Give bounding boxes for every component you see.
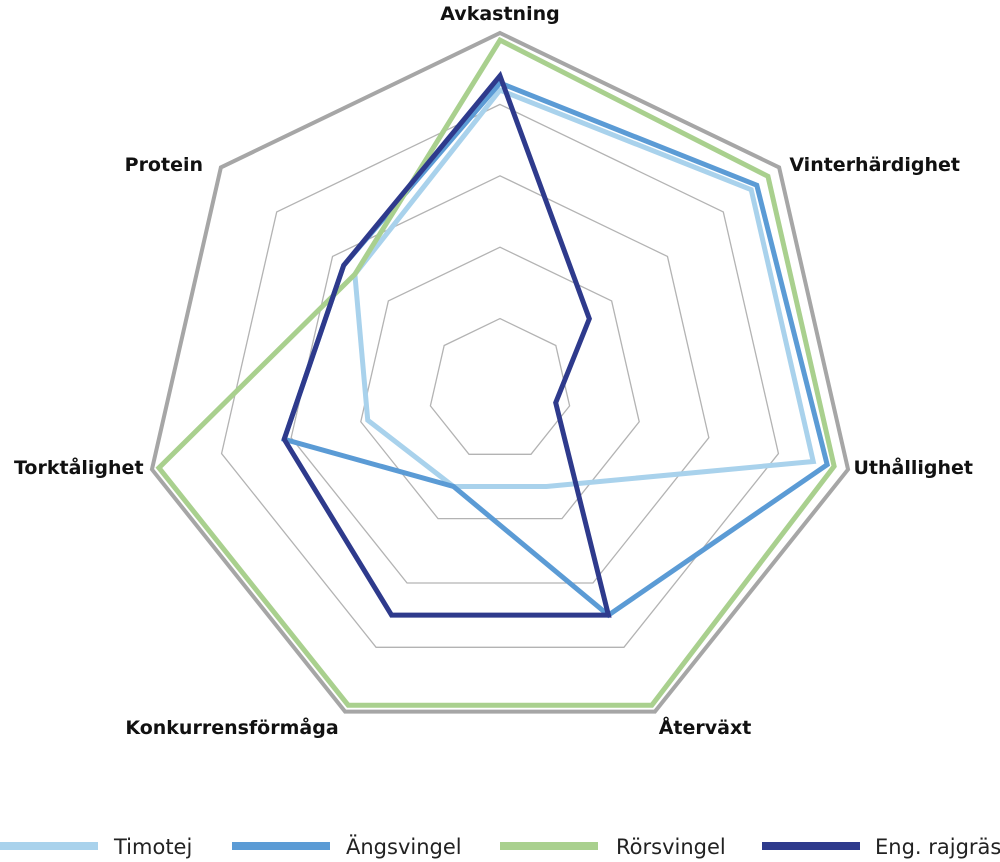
- series-3-line: [155, 36, 837, 708]
- axis-labels: Avkastning Vinterhärdighet Uthållighet Åter…: [14, 3, 973, 739]
- legend-label-2: Ängsvingel: [346, 834, 462, 859]
- series-1-line: [352, 87, 817, 489]
- axis-label-2: Vinterhärdighet: [789, 154, 960, 176]
- grid-ring-4: [220, 103, 780, 648]
- grid-ring-5: [149, 30, 851, 714]
- axis-label-4: Återväxt: [659, 715, 752, 739]
- series-4-line: [281, 70, 612, 618]
- radar-series: [155, 36, 837, 708]
- legend-label-3: Rörsvingel: [616, 835, 726, 859]
- legend-label-4: Eng. rajgräs: [875, 835, 1000, 859]
- axis-label-1: Avkastning: [440, 3, 559, 25]
- axis-label-5: Konkurrensförmåga: [125, 715, 338, 739]
- axis-label-3: Uthållighet: [854, 455, 974, 479]
- radar-grid: [149, 30, 851, 714]
- grid-ring-3: [290, 175, 710, 584]
- legend-label-1: Timotej: [113, 835, 192, 859]
- axis-label-6: Torktålighet: [14, 455, 144, 479]
- grid-ring-1: [429, 317, 571, 455]
- axis-label-7: Protein: [125, 154, 203, 176]
- chart-legend: Timotej Ängsvingel Rörsvingel Eng. rajgräs: [0, 834, 1000, 859]
- grid-ring-2: [360, 246, 640, 520]
